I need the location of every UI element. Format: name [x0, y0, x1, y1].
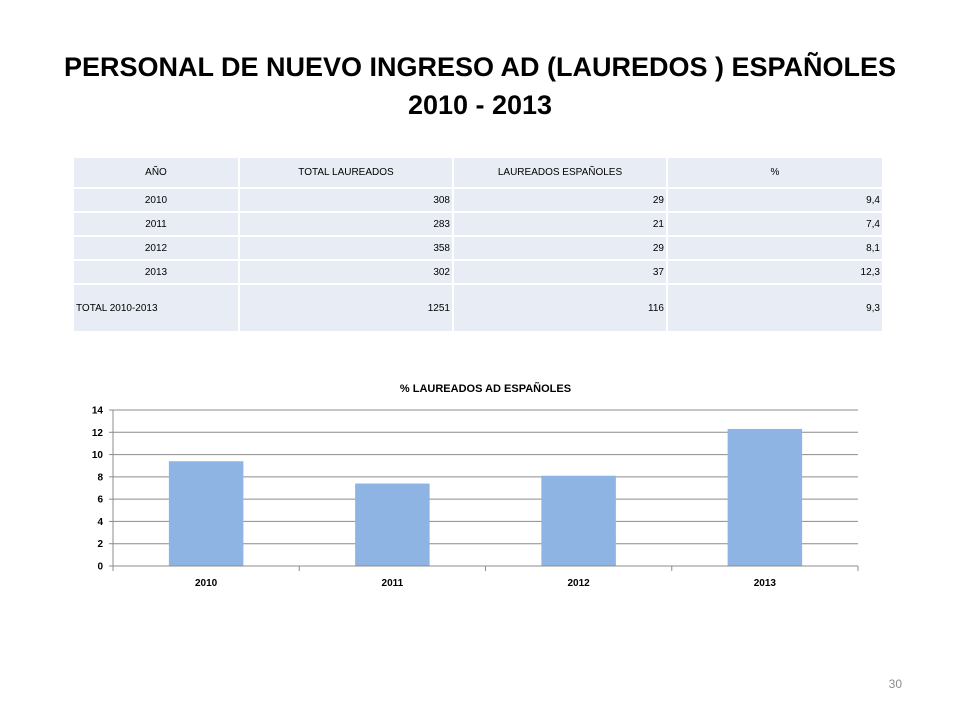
y-tick-label: 2	[97, 539, 103, 550]
table-row: 2010 308 29 9,4	[72, 187, 884, 213]
slide-title: PERSONAL DE NUEVO INGRESO AD (LAUREDOS )…	[40, 48, 920, 124]
chart-title: % LAUREADOS AD ESPAÑOLES	[400, 382, 571, 395]
page-number: 30	[888, 677, 902, 691]
cell-total-laureados: 1251	[238, 283, 454, 333]
cell-laureados-espanoles: 37	[452, 259, 668, 285]
cell-year: 2011	[72, 211, 240, 237]
cell-laureados-espanoles: 29	[452, 187, 668, 213]
cell-total-laureados: 283	[238, 211, 454, 237]
x-tick-label: 2013	[754, 578, 777, 589]
bar	[541, 475, 616, 566]
slide-title-line-2: 2010 - 2013	[407, 90, 553, 120]
table-total-row: TOTAL 2010-2013 1251 116 9,3	[72, 283, 884, 333]
cell-year: 2010	[72, 187, 240, 213]
cell-total-laureados: 308	[238, 187, 454, 213]
y-tick-label: 0	[97, 562, 103, 573]
cell-percent: 9,4	[666, 187, 884, 213]
cell-total-laureados: 358	[238, 235, 454, 261]
cell-percent: 8,1	[666, 235, 884, 261]
x-tick-label: 2010	[195, 578, 218, 589]
cell-laureados-espanoles: 29	[452, 235, 668, 261]
y-tick-label: 4	[97, 517, 103, 528]
x-tick-label: 2011	[382, 578, 404, 589]
table-header-row: AÑO TOTAL LAUREADOS LAUREADOS ESPAÑOLES …	[72, 156, 884, 189]
header-year: AÑO	[72, 156, 240, 189]
y-tick-label: 6	[97, 495, 103, 506]
bar-chart: % LAUREADOS AD ESPAÑOLES 0 2 4 6 8 10 12 14 2010 2…	[70, 372, 880, 602]
cell-year: 2013	[72, 259, 240, 285]
table-row: 2013 302 37 12,3	[72, 259, 884, 285]
header-laureados-espanoles: LAUREADOS ESPAÑOLES	[452, 156, 668, 189]
y-tick-label: 12	[92, 428, 104, 439]
cell-percent: 12,3	[666, 259, 884, 285]
table-row: 2011 283 21 7,4	[72, 211, 884, 237]
cell-laureados-espanoles: 21	[452, 211, 668, 237]
y-tick-label: 14	[92, 406, 104, 417]
cell-total-label: TOTAL 2010-2013	[72, 283, 240, 333]
slide-title-line-1: PERSONAL DE NUEVO INGRESO AD (LAUREDOS )…	[63, 52, 897, 82]
bar	[355, 483, 430, 566]
cell-total-laureados: 302	[238, 259, 454, 285]
header-total-laureados: TOTAL LAUREADOS	[238, 156, 454, 189]
y-tick-label: 10	[92, 450, 104, 461]
table-row: 2012 358 29 8,1	[72, 235, 884, 261]
cell-laureados-espanoles: 116	[452, 283, 668, 333]
header-percent: %	[666, 156, 884, 189]
bar	[727, 428, 803, 566]
cell-percent: 7,4	[666, 211, 884, 237]
cell-year: 2012	[72, 235, 240, 261]
y-tick-label: 8	[97, 472, 103, 483]
data-table: AÑO TOTAL LAUREADOS LAUREADOS ESPAÑOLES …	[72, 156, 884, 333]
cell-percent: 9,3	[666, 283, 884, 333]
bar-chart-svg: % LAUREADOS AD ESPAÑOLES 0 2 4 6 8 10 12 14 2010 2…	[92, 382, 859, 589]
bar	[168, 461, 244, 566]
x-tick-label: 2012	[568, 578, 591, 589]
